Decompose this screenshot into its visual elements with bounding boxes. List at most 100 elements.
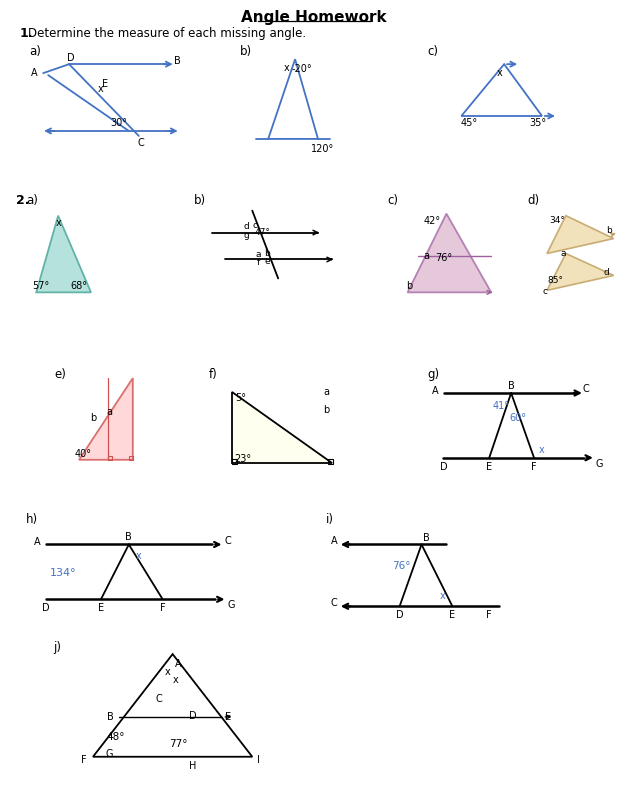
Text: b: b [264,249,270,258]
Text: 68°: 68° [70,281,87,292]
Text: E: E [225,712,232,722]
Text: A: A [31,68,37,78]
Text: x: x [283,63,289,73]
Text: b: b [406,281,413,292]
Text: C: C [583,384,590,394]
Text: D: D [42,603,50,613]
Text: a: a [560,249,566,258]
Text: 23°: 23° [234,453,251,464]
Text: D: D [440,461,447,472]
Text: A: A [175,659,181,669]
Text: 77°: 77° [170,739,188,749]
Text: Angle Homework: Angle Homework [241,10,387,25]
Text: E: E [98,603,104,613]
Text: d): d) [527,194,539,207]
Text: 41°: 41° [493,401,510,411]
Text: I: I [257,755,260,765]
Text: D: D [67,53,75,63]
Text: b: b [90,413,96,423]
Text: 5°: 5° [235,393,246,403]
Text: 120°: 120° [311,144,335,154]
Text: b): b) [241,45,252,57]
Text: a: a [323,387,329,397]
Text: -20°: -20° [292,64,312,74]
Text: d: d [244,222,249,231]
Text: 134°: 134° [50,568,77,579]
Text: A: A [432,386,438,396]
Text: a: a [256,250,261,259]
Text: 34°: 34° [549,216,565,225]
Text: x: x [440,591,445,601]
Text: F: F [160,603,166,613]
Polygon shape [36,216,91,292]
Text: F: F [531,461,537,472]
Text: a: a [106,407,112,417]
Text: x: x [173,675,178,685]
Text: g: g [244,231,249,240]
Text: h): h) [26,513,38,526]
Text: x: x [55,218,61,228]
Text: b: b [606,226,612,235]
Polygon shape [408,214,491,292]
Text: 40°: 40° [75,449,92,459]
Text: G: G [227,600,235,611]
Polygon shape [79,378,133,460]
Text: 76°: 76° [435,253,452,264]
Text: 1.: 1. [19,27,33,40]
Text: a: a [423,252,430,261]
Text: 42°: 42° [424,216,441,226]
Text: c: c [543,287,548,296]
Text: i): i) [326,513,334,526]
Text: x: x [165,667,171,677]
Text: x: x [98,84,104,94]
Text: B: B [107,712,113,722]
Text: c: c [252,221,257,230]
Text: B: B [126,532,133,541]
Text: c): c) [428,45,438,57]
Text: d: d [604,268,610,277]
Text: b: b [323,405,329,415]
Text: b): b) [193,194,205,207]
Text: E: E [449,611,455,620]
Text: 47°: 47° [254,228,270,237]
Text: x: x [496,68,502,78]
Text: B: B [508,381,514,391]
Text: j): j) [53,641,61,654]
Polygon shape [547,253,614,290]
Text: F: F [487,611,492,620]
Text: 45°: 45° [461,118,478,128]
Polygon shape [232,392,332,463]
Text: e): e) [54,367,66,381]
Text: B: B [174,56,181,66]
Text: A: A [330,536,337,547]
Text: C: C [155,694,162,704]
Text: D: D [396,611,403,620]
Text: C: C [224,536,231,545]
Text: E: E [102,79,108,89]
Text: Determine the measure of each missing angle.: Determine the measure of each missing an… [28,27,306,40]
Text: c): c) [387,194,399,207]
Text: 85°: 85° [547,276,563,285]
Text: C: C [330,599,337,608]
Text: 2.: 2. [16,194,30,207]
Text: f: f [257,258,260,267]
Text: g): g) [428,367,440,381]
Text: f): f) [208,367,217,381]
Text: 57°: 57° [33,281,50,292]
Text: 35°: 35° [529,118,546,128]
Text: a): a) [26,194,38,207]
Text: G: G [596,459,604,469]
Text: E: E [486,461,492,472]
Text: e: e [264,257,270,266]
Text: B: B [423,532,430,543]
Text: 76°: 76° [392,561,411,571]
Text: 30°: 30° [111,118,127,128]
Text: 48°: 48° [107,732,125,742]
Text: 60°: 60° [509,413,527,423]
Text: G: G [105,748,112,759]
Polygon shape [547,216,614,253]
Text: H: H [189,760,196,771]
Text: x: x [136,552,142,561]
Text: A: A [33,537,40,548]
Text: x: x [539,445,545,455]
